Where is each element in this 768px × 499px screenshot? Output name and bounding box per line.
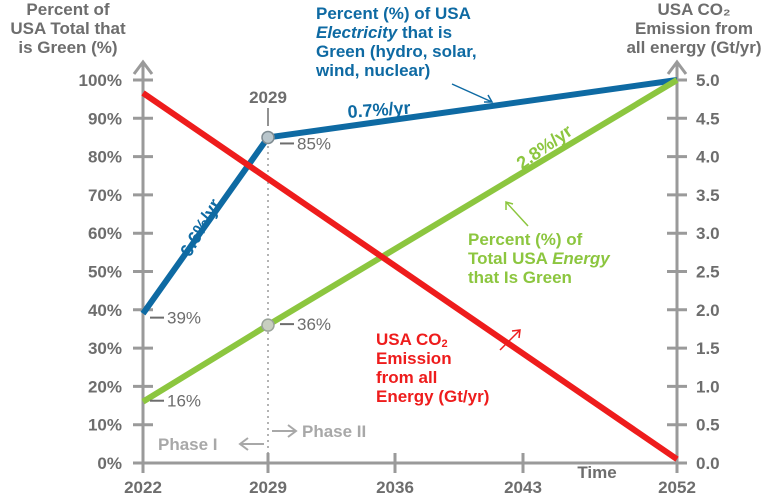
electricity-pointer-arrow-icon: [451, 83, 494, 103]
co2-line: [141, 90, 679, 462]
y-right-tick-label: 2.0: [696, 301, 720, 320]
y-left-tick-label: 0%: [97, 454, 122, 473]
label-16: 16%: [167, 392, 201, 411]
y-right-tick-label: 1.0: [696, 377, 720, 396]
axis-title-line: all energy (Gt/yr): [626, 38, 762, 57]
legend-energy: Percent (%) of Total USA Energy that Is …: [468, 230, 610, 287]
y-right-tick-label: 0.0: [696, 454, 720, 473]
phase-2-arrow-icon: [272, 424, 298, 438]
y-right-tick-label: 0.5: [696, 416, 720, 435]
axis-title-line: Emission from: [634, 19, 754, 38]
electricity-rate-phase1: 6.6%/yr: [176, 195, 225, 260]
phase-2-label: Phase II: [302, 422, 366, 441]
y-left-tick-label: 50%: [88, 263, 122, 282]
axis-title-line: Percent of: [26, 0, 110, 19]
x-axis-label: Time: [577, 463, 616, 482]
label-39: 39%: [167, 309, 201, 328]
y-right-tick-label: 4.0: [696, 148, 720, 167]
electricity-rate-phase2: 0.7%/yr: [347, 98, 411, 122]
y-right-tick-label: 4.5: [696, 109, 720, 128]
x-tick-label: 2029: [249, 478, 287, 497]
marker-2029-label: 2029: [249, 88, 287, 107]
data-point-85: [261, 130, 275, 145]
y-right-tick-label: 5.0: [696, 71, 720, 90]
y-left-tick-label: 30%: [88, 339, 122, 358]
legend-electricity: Percent (%) of USA Electricity that is G…: [316, 4, 477, 80]
x-tick-label: 2036: [376, 478, 414, 497]
axis-title-line: is Green (%): [18, 38, 118, 57]
legend-co2: USA CO2 Emission from all Energy (Gt/yr): [376, 330, 490, 406]
y-left-tick-label: 10%: [88, 416, 122, 435]
y-left-tick-label: 40%: [88, 301, 122, 320]
data-point-36: [261, 318, 275, 332]
y-left-tick-label: 20%: [88, 377, 122, 396]
left-axis-title: Percent of USA Total that is Green (%): [0, 0, 136, 57]
y-right-tick-label: 2.5: [696, 263, 720, 282]
y-right-tick-label: 3.5: [696, 186, 720, 205]
phase-1-arrow-icon: [238, 437, 264, 451]
axis-title-line: USA Total that: [10, 19, 126, 38]
label-85: 85%: [297, 134, 331, 153]
y-left-tick-label: 90%: [88, 109, 122, 128]
y-right-tick-label: 1.5: [696, 339, 720, 358]
y-left-tick-label: 80%: [88, 148, 122, 167]
right-axis-arrow-icon: [666, 59, 688, 75]
y-right-tick-label: 3.0: [696, 224, 720, 243]
y-left-tick-label: 70%: [88, 186, 122, 205]
x-tick-label: 2043: [504, 478, 542, 497]
y-left-tick-label: 100%: [79, 71, 122, 90]
right-axis-title: USA CO₂ Emission from all energy (Gt/yr): [620, 0, 768, 57]
energy-pointer-arrow-icon: [505, 201, 529, 227]
y-left-tick-label: 60%: [88, 224, 122, 243]
axis-title-line: USA CO₂: [657, 0, 731, 19]
x-tick-label: 2052: [658, 478, 696, 497]
x-tick-label: 2022: [124, 478, 162, 497]
left-axis-arrow-icon: [132, 59, 154, 75]
co2-pointer-arrow-icon: [499, 329, 521, 351]
phase-1-label: Phase I: [158, 435, 218, 454]
label-36: 36%: [297, 315, 331, 334]
